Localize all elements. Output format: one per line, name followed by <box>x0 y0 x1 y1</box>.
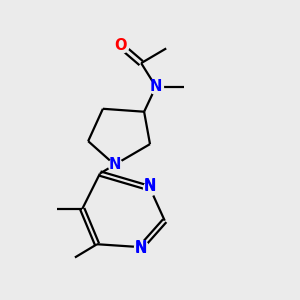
Text: N: N <box>135 241 147 256</box>
Text: N: N <box>109 157 121 172</box>
Text: O: O <box>114 38 127 53</box>
Text: N: N <box>144 179 156 194</box>
Text: N: N <box>150 79 162 94</box>
Text: N: N <box>135 240 147 255</box>
Text: N: N <box>144 178 156 193</box>
